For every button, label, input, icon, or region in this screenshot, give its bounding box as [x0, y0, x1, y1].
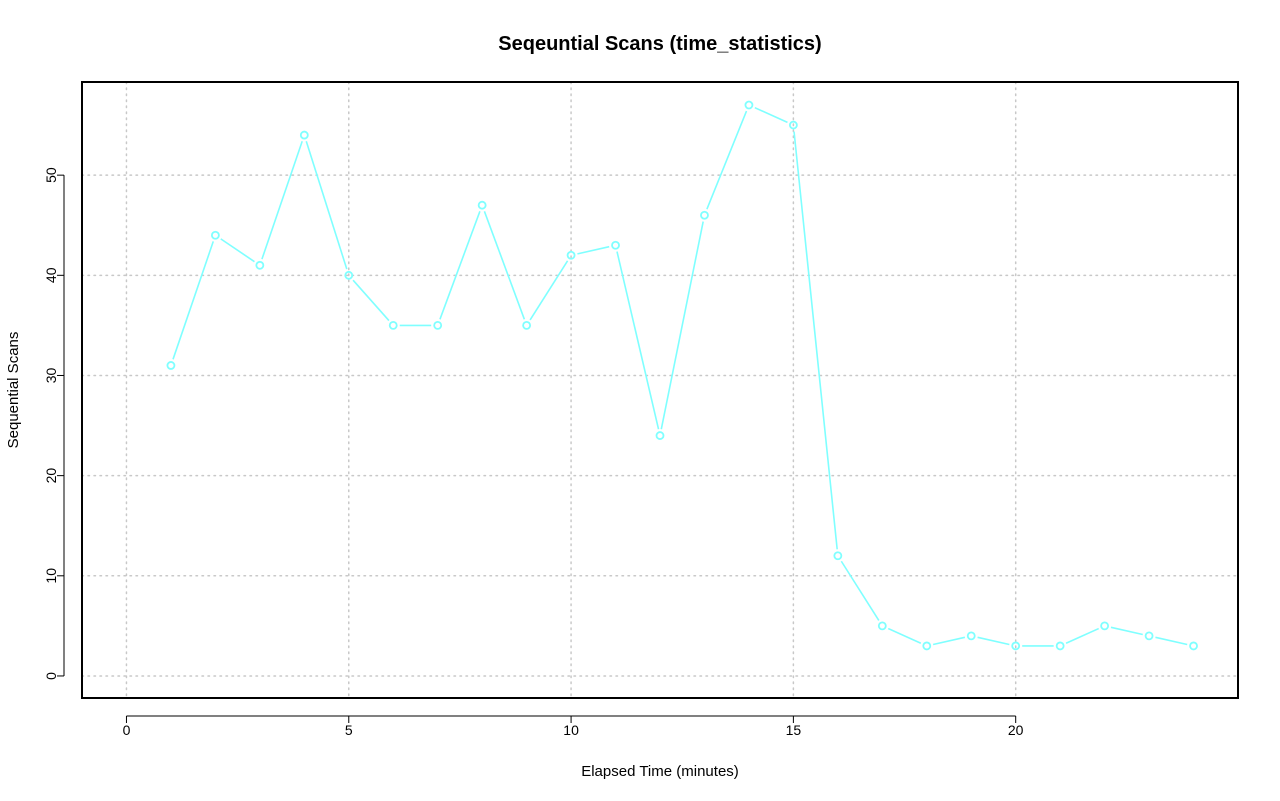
y-tick-label: 30 — [43, 367, 59, 383]
data-point — [477, 200, 487, 210]
data-point — [1189, 641, 1198, 651]
data-point — [966, 631, 976, 641]
y-tick-label: 40 — [43, 267, 59, 283]
series-line-segment — [172, 241, 215, 360]
y-tick-label: 50 — [43, 167, 59, 183]
data-point — [255, 260, 265, 270]
series-line-segment — [261, 140, 303, 260]
data-point — [166, 361, 176, 370]
y-tick-label: 10 — [43, 568, 59, 584]
data-point — [744, 100, 754, 110]
series-line-segment — [439, 211, 481, 320]
series-line-segment — [1155, 636, 1188, 646]
series-line-segment — [483, 211, 526, 320]
data-point — [566, 250, 576, 260]
series-line-segment — [1110, 626, 1143, 636]
series-line-segment — [616, 251, 660, 430]
data-series — [166, 100, 1198, 651]
plot-frame — [81, 81, 1239, 699]
series-line-segment — [352, 279, 390, 322]
x-axis-label: Elapsed Time (minutes) — [581, 763, 739, 780]
data-point — [344, 270, 354, 280]
series-line-segment — [887, 627, 922, 644]
data-point — [1011, 641, 1021, 651]
axes: 0 5 10 15 20 0 10 20 30 40 50 — [43, 167, 1024, 738]
series-line-segment — [1065, 627, 1100, 644]
data-point — [433, 320, 443, 330]
data-point — [210, 230, 220, 240]
series-line-segment — [754, 106, 788, 124]
series-line-segment — [305, 141, 348, 270]
x-tick-label: 0 — [123, 722, 131, 738]
y-tick-label: 0 — [43, 672, 59, 680]
series-line-segment — [660, 221, 704, 430]
data-point — [833, 551, 843, 561]
data-point — [388, 320, 398, 330]
x-tick-label: 20 — [1008, 722, 1024, 738]
data-point — [522, 320, 532, 330]
series-line-segment — [577, 245, 610, 255]
data-point — [922, 641, 932, 651]
series-group — [166, 100, 1198, 651]
x-tick-label: 15 — [786, 722, 802, 738]
data-point — [1144, 631, 1154, 641]
y-tick-label: 20 — [43, 468, 59, 484]
series-line-segment — [529, 260, 569, 321]
x-tick-label: 10 — [563, 722, 579, 738]
grid-lines — [81, 81, 1239, 699]
chart-title: Seqeuntial Scans (time_statistics) — [498, 33, 821, 55]
series-line-segment — [706, 110, 748, 210]
data-point — [877, 621, 887, 631]
data-point — [299, 130, 309, 140]
series-line-segment — [840, 560, 880, 621]
data-point — [1055, 641, 1065, 651]
x-tick-label: 5 — [345, 722, 353, 738]
data-point — [1100, 621, 1110, 631]
data-point — [700, 210, 709, 220]
data-point — [788, 120, 798, 130]
data-point — [655, 431, 665, 440]
series-line-segment — [932, 636, 966, 646]
series-line-segment — [220, 238, 255, 263]
data-point — [611, 240, 620, 250]
series-line-segment — [977, 636, 1010, 646]
y-axis-label: Sequential Scans — [5, 332, 22, 449]
series-line-segment — [793, 131, 838, 550]
